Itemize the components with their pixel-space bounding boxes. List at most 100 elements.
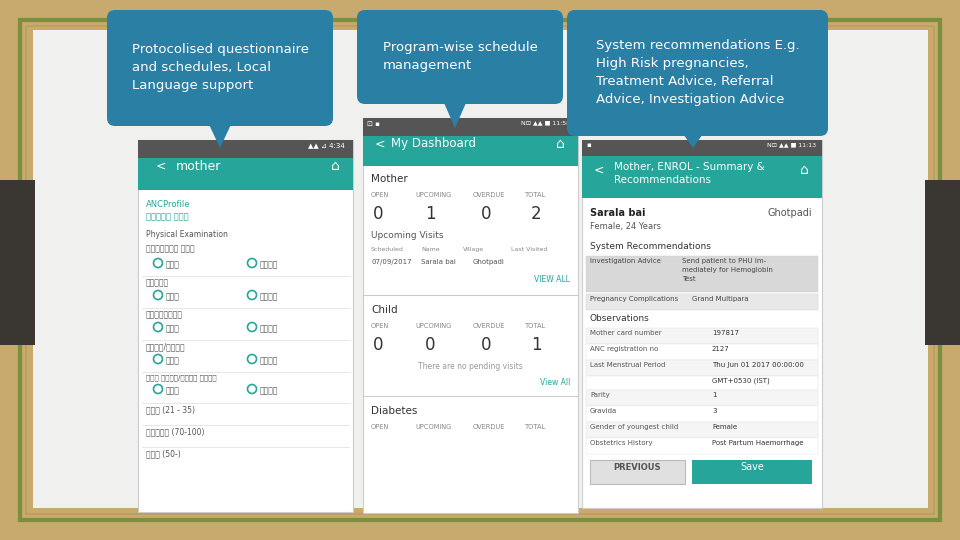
Text: Female, 24 Years: Female, 24 Years [590, 222, 661, 231]
Text: Mother: Mother [371, 174, 408, 184]
Text: 2: 2 [531, 205, 541, 223]
Bar [586, 390, 818, 406]
Text: Upcoming Visits: Upcoming Visits [371, 231, 444, 240]
Bar [925, 180, 960, 345]
Text: Parity: Parity [590, 392, 610, 398]
Text: हाँ: हाँ [166, 260, 180, 269]
Text: TOTAL: TOTAL [525, 424, 546, 430]
Text: There are no pending visits: There are no pending visits [418, 362, 522, 371]
Text: System recommendations E.g.
High Risk pregnancies,
Treatment Advice, Referral
Ad: System recommendations E.g. High Risk pr… [596, 39, 800, 106]
Text: Program-wise schedule
management: Program-wise schedule management [383, 42, 538, 72]
Text: बीपी/दबाव: बीपी/दबाव [146, 342, 185, 351]
Text: नहीं: नहीं [260, 260, 278, 269]
Text: Diabetes: Diabetes [371, 406, 418, 416]
Text: Protocolised questionnaire
and schedules, Local
Language support: Protocolised questionnaire and schedules… [132, 44, 308, 92]
Text: Ghotpadi: Ghotpadi [473, 259, 505, 265]
FancyBboxPatch shape [357, 10, 563, 104]
Bar [138, 140, 353, 512]
Text: पित्ताशय: पित्ताशय [146, 310, 183, 319]
Text: हाँ: हाँ [166, 386, 180, 395]
Text: Mother, ENROL - Summary &: Mother, ENROL - Summary & [614, 162, 765, 172]
Text: Mother card number: Mother card number [590, 330, 661, 336]
Text: 197817: 197817 [712, 330, 739, 336]
Bar [692, 460, 812, 484]
Text: Save: Save [740, 462, 764, 472]
Text: <: < [156, 159, 166, 172]
Text: ओरिया पेस: ओरिया पेस [146, 212, 188, 221]
Text: Observations: Observations [590, 314, 650, 323]
Text: 3: 3 [712, 408, 716, 414]
Text: Obstetrics History: Obstetrics History [590, 440, 653, 446]
Text: 0: 0 [425, 336, 436, 354]
Text: Last Menstrual Period: Last Menstrual Period [590, 362, 665, 368]
Text: प्रसव (70-100): प्रसव (70-100) [146, 427, 204, 436]
Text: N⊡ ▲▲ ■ 11:58: N⊡ ▲▲ ■ 11:58 [521, 120, 570, 125]
Bar [363, 118, 578, 136]
Text: OVERDUE: OVERDUE [473, 323, 505, 329]
Text: ⌂: ⌂ [556, 137, 564, 151]
Text: UPCOMING: UPCOMING [415, 424, 451, 430]
Text: ▲▲ ⊿ 4:34: ▲▲ ⊿ 4:34 [308, 142, 345, 148]
Text: System Recommendations: System Recommendations [590, 242, 710, 251]
Text: नहीं: नहीं [260, 386, 278, 395]
Text: OVERDUE: OVERDUE [473, 192, 505, 198]
Text: ▪: ▪ [586, 142, 590, 148]
Text: Gravida: Gravida [590, 408, 617, 414]
Text: OPEN: OPEN [371, 424, 389, 430]
Text: Name: Name [421, 247, 440, 252]
Bar [586, 406, 818, 422]
Text: नहीं: नहीं [260, 324, 278, 333]
Bar [363, 118, 578, 513]
Bar [582, 140, 822, 156]
Text: PREVIOUS: PREVIOUS [613, 462, 660, 471]
Text: Thu Jun 01 2017 00:00:00: Thu Jun 01 2017 00:00:00 [712, 362, 804, 368]
Text: Last Visited: Last Visited [511, 247, 547, 252]
Text: नहीं: नहीं [260, 292, 278, 301]
Text: ANCProfile: ANCProfile [146, 200, 190, 209]
Bar [138, 158, 353, 190]
Text: ⌂: ⌂ [330, 159, 340, 173]
FancyBboxPatch shape [107, 10, 333, 126]
Polygon shape [206, 118, 234, 148]
Text: Sarala bai: Sarala bai [421, 259, 456, 265]
Bar [138, 140, 353, 158]
Bar [33, 30, 928, 508]
Text: 0: 0 [373, 336, 383, 354]
Text: 0: 0 [481, 336, 492, 354]
Text: 1: 1 [712, 392, 716, 398]
Text: OPEN: OPEN [371, 192, 389, 198]
Text: Village: Village [463, 247, 484, 252]
Text: आयु (21 - 35): आयु (21 - 35) [146, 405, 195, 414]
Text: हाँ: हाँ [166, 356, 180, 365]
Text: View All: View All [540, 378, 570, 387]
Text: TOTAL: TOTAL [525, 192, 546, 198]
Text: Scheduled: Scheduled [371, 247, 404, 252]
Text: Sarala bai: Sarala bai [590, 208, 645, 218]
Text: नहीं: नहीं [260, 356, 278, 365]
Text: TOTAL: TOTAL [525, 323, 546, 329]
Text: Child: Child [371, 305, 397, 315]
Bar [582, 140, 822, 508]
Text: mother: mother [176, 159, 222, 172]
Text: ⊡ ▪: ⊡ ▪ [367, 121, 380, 127]
Bar [586, 328, 818, 344]
Text: हाँ: हाँ [166, 292, 180, 301]
Text: <: < [375, 138, 386, 151]
Text: VIEW ALL: VIEW ALL [534, 275, 570, 284]
Bar [586, 438, 818, 454]
Text: वजन (50-): वजन (50-) [146, 449, 180, 458]
Text: OVERDUE: OVERDUE [473, 424, 505, 430]
Bar [586, 422, 818, 438]
Bar [582, 156, 822, 198]
Text: Physical Examination: Physical Examination [146, 230, 228, 239]
Text: Post Partum Haemorrhage: Post Partum Haemorrhage [712, 440, 804, 446]
Text: 2127: 2127 [712, 346, 730, 352]
Bar [586, 344, 818, 360]
Text: Pregnancy Complications: Pregnancy Complications [590, 296, 679, 302]
Text: Female: Female [712, 424, 737, 430]
Bar [586, 360, 818, 376]
Bar [590, 460, 685, 484]
Text: N⊡ ▲▲ ■ 11:13: N⊡ ▲▲ ■ 11:13 [767, 142, 816, 147]
Text: GMT+0530 (IST): GMT+0530 (IST) [712, 378, 770, 384]
Text: बुखार: बुखार [146, 278, 169, 287]
